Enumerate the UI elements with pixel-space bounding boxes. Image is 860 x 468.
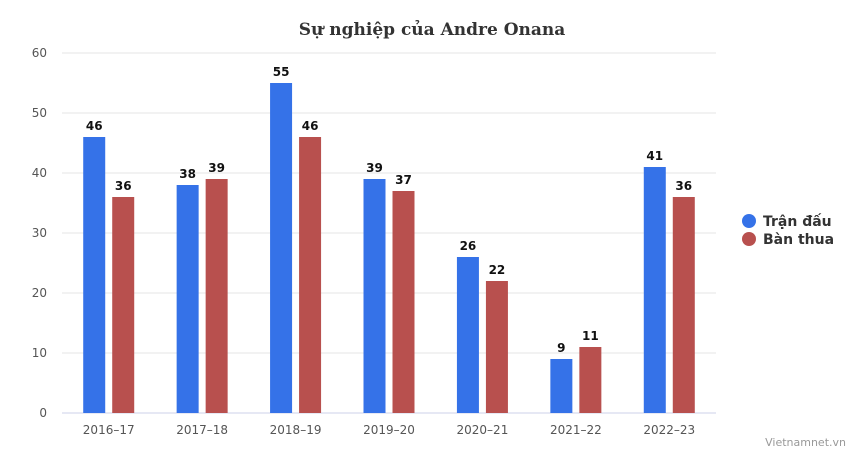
bar	[550, 359, 573, 413]
bar	[205, 179, 228, 413]
y-tick-label: 50	[32, 106, 47, 120]
x-axis: 2016–17 2017–18 2018–19 2019–20 2020–21 2021–…	[83, 423, 695, 437]
credit-text: Vietnamnet.vn	[765, 436, 846, 449]
bar	[176, 185, 199, 413]
y-tick-label: 60	[32, 46, 47, 60]
grid-lines	[62, 52, 716, 414]
legend: Trận đấu Bàn thua	[742, 213, 834, 248]
y-tick-label: 40	[32, 166, 47, 180]
bar	[672, 197, 695, 413]
bar	[83, 137, 106, 413]
bar	[299, 137, 322, 413]
x-tick-label: 2019–20	[363, 423, 415, 437]
bars	[83, 83, 695, 413]
legend-label[interactable]: Bàn thua	[763, 232, 834, 248]
x-tick-label: 2021–22	[550, 423, 602, 437]
data-label: 46	[302, 119, 319, 133]
data-label: 36	[115, 179, 132, 193]
data-labels: 46 36 38 39 55 46 39 37 26 22 9 11 41 36	[86, 65, 692, 355]
data-label: 41	[646, 149, 663, 163]
y-tick-label: 0	[39, 406, 47, 420]
y-tick-label: 30	[32, 226, 47, 240]
data-label: 55	[273, 65, 290, 79]
bar	[456, 257, 479, 413]
data-label: 39	[366, 161, 383, 175]
legend-label[interactable]: Trận đấu	[763, 213, 832, 230]
bar	[363, 179, 386, 413]
y-tick-label: 10	[32, 346, 47, 360]
x-tick-label: 2018–19	[270, 423, 322, 437]
data-label: 38	[179, 167, 196, 181]
chart-title: Sự nghiệp của Andre Onana	[299, 20, 566, 40]
x-tick-label: 2020–21	[457, 423, 509, 437]
bar	[643, 167, 666, 413]
bar	[485, 281, 508, 413]
data-label: 9	[557, 341, 565, 355]
bar	[112, 197, 135, 413]
y-tick-label: 20	[32, 286, 47, 300]
data-label: 46	[86, 119, 103, 133]
legend-marker	[742, 232, 756, 246]
data-label: 39	[208, 161, 225, 175]
bar	[579, 347, 602, 413]
data-label: 11	[582, 329, 599, 343]
data-label: 36	[675, 179, 692, 193]
data-label: 22	[489, 263, 506, 277]
x-tick-label: 2016–17	[83, 423, 135, 437]
legend-marker	[742, 214, 756, 228]
data-label: 26	[460, 239, 477, 253]
x-tick-label: 2017–18	[176, 423, 228, 437]
y-axis: 0 10 20 30 40 50 60	[32, 46, 47, 420]
data-label: 37	[395, 173, 412, 187]
x-tick-label: 2022–23	[643, 423, 695, 437]
bar	[392, 191, 415, 413]
bar	[270, 83, 293, 413]
